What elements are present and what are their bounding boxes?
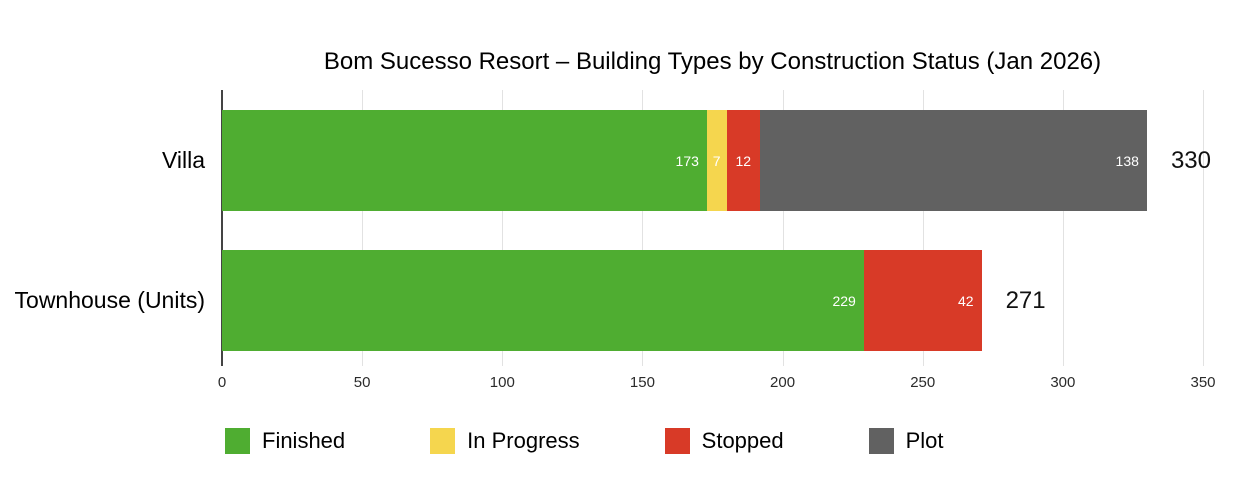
bar-value-label: 229	[832, 292, 856, 309]
gridline	[502, 90, 504, 366]
y-axis-line	[221, 90, 223, 366]
x-tick-label: 300	[1050, 374, 1076, 391]
bar-value-label: 7	[712, 152, 721, 169]
x-tick-label: 50	[353, 374, 371, 391]
bar-segment-finished: 173	[222, 110, 707, 211]
legend-swatch-plot	[868, 428, 894, 454]
bar-value-label: 138	[1115, 152, 1139, 169]
bar-row-townhouse-units: 229 42	[222, 250, 982, 351]
gridline	[1062, 90, 1064, 366]
legend-item-plot: Plot	[868, 428, 944, 454]
chart-title: Bom Sucesso Resort – Building Types by C…	[323, 48, 1102, 75]
bar-segment-stopped: 12	[726, 110, 761, 211]
legend: Finished In Progress Stopped Plot	[225, 428, 944, 454]
bar-segment-plot: 138	[760, 110, 1147, 211]
x-tick-label: 150	[629, 374, 655, 391]
x-tick-label: 350	[1190, 374, 1216, 391]
bar-total-label: 330	[1170, 147, 1211, 174]
bar-total-label: 271	[1005, 287, 1046, 314]
category-label-townhouse-units: Townhouse (Units)	[14, 287, 205, 313]
gridline	[1203, 90, 1204, 366]
legend-label: In Progress	[467, 428, 580, 453]
legend-item-in-progress: In Progress	[430, 428, 580, 454]
bar-value-label: 42	[957, 292, 974, 309]
legend-item-finished: Finished	[225, 428, 345, 454]
legend-swatch-stopped	[664, 428, 690, 454]
legend-label: Finished	[262, 428, 346, 453]
bar-value-label: 173	[675, 152, 699, 169]
legend-swatch-in-progress	[430, 428, 456, 454]
legend-label: Stopped	[701, 428, 784, 453]
bar-value-label: 12	[735, 152, 752, 169]
gridline	[642, 90, 644, 366]
category-label-villa: Villa	[161, 147, 205, 173]
bar-segment-stopped: 42	[863, 250, 982, 351]
legend-swatch-finished	[225, 428, 250, 454]
gridline	[922, 90, 924, 366]
legend-item-stopped: Stopped	[664, 428, 784, 454]
x-tick-label: 100	[489, 374, 515, 391]
gridline	[782, 90, 784, 366]
x-tick-label: 200	[770, 374, 796, 391]
legend-label: Plot	[905, 428, 944, 453]
x-tick-label: 0	[217, 374, 227, 391]
bar-row-villa: 173 7 12 138	[222, 110, 1147, 211]
bar-segment-in-progress: 7	[706, 110, 727, 211]
bar-segment-finished: 229	[222, 250, 864, 351]
x-tick-label: 250	[910, 374, 936, 391]
plot-area: 173 7 12 138 330 229 42 271 0 50 100 150 200 250 300 35…	[218, 90, 1216, 391]
gridline	[362, 90, 364, 366]
